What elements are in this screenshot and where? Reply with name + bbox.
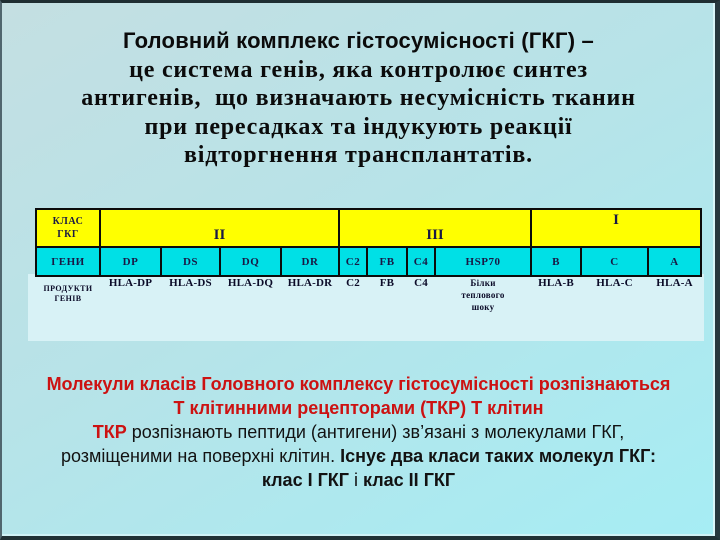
class-i-mention: клас I ГКГ <box>261 470 349 490</box>
product-cell: HLA-DS <box>169 277 212 289</box>
product-cell: HLA-DR <box>287 277 333 289</box>
class-row: КЛАС ГКГ II III I <box>35 208 703 248</box>
gene-cell: FB <box>366 246 408 277</box>
footer-line-4-plain: розміщеними на поверхні клітин. <box>60 446 341 466</box>
footer-line-4-bold: Існує два класи таких молекул ГКГ: <box>340 446 657 466</box>
gene-cell: DQ <box>219 246 282 277</box>
product-cell: C4 <box>414 277 428 289</box>
footer-line-2-text: Т клітинними рецепторами (ТКР) Т клітин <box>173 398 544 418</box>
gene-cell: HSP70 <box>433 246 533 277</box>
footer-line-5-conjunction: і <box>348 470 363 490</box>
gene-cell: C <box>580 246 650 277</box>
product-cell: FB <box>379 277 395 289</box>
product-cell: HLA-DQ <box>227 277 274 289</box>
title-line-2: це система генів, яка контролює синтез <box>129 56 588 83</box>
genes-row: ГЕНИ DP DS DQ DR C2 FB C4 HSP70 B C A <box>35 246 703 277</box>
class-header-cell: КЛАС ГКГ <box>35 208 101 248</box>
genes-label-cell: ГЕНИ <box>35 246 101 277</box>
product-cell: HLA-B <box>538 277 574 289</box>
product-cell: HLA-DP <box>108 277 153 289</box>
mhc-class-table: КЛАС ГКГ II III I ГЕНИ DP DS DQ DR C2 FB… <box>35 208 703 336</box>
gene-cell: B <box>530 246 583 277</box>
footer-line-5: клас I ГКГ і клас II ГКГ <box>10 468 707 492</box>
footer-line-2: Т клітинними рецепторами (ТКР) Т клітин <box>10 396 707 420</box>
class-ii-mention: клас II ГКГ <box>363 470 456 490</box>
products-row-panel <box>28 274 704 341</box>
footer-line-4: розміщеними на поверхні клітин. Існує дв… <box>10 444 707 468</box>
title-line-1: Головний комплекс гістосумісності (ГКГ) … <box>123 28 594 53</box>
footer-line-1: Молекули класів Головного комплексу гіст… <box>10 372 707 396</box>
products-row: ПРОДУКТИ ГЕНІВ HLA-DP HLA-DS HLA-DQ HLA-… <box>36 276 701 336</box>
class-i-cell: I <box>530 208 703 248</box>
product-cell: HLA-C <box>596 277 633 289</box>
product-cell: C2 <box>346 277 360 289</box>
title-block: Головний комплекс гістосумісності (ГКГ) … <box>2 27 715 170</box>
hsp-product-cell: Білки теплового шоку <box>461 278 505 312</box>
footer-line-3: ТКР розпізнають пептиди (антигени) зв’яз… <box>10 420 707 444</box>
footer-text-block: Молекули класів Головного комплексу гіст… <box>10 372 707 492</box>
title-line-4: при пересадках та індукують реакції <box>144 113 573 140</box>
gene-cell: DP <box>99 246 162 277</box>
products-label-cell: ПРОДУКТИ ГЕНІВ <box>43 284 93 303</box>
product-cell: HLA-A <box>656 277 693 289</box>
class-ii-cell: II <box>99 208 340 248</box>
gene-cell: C2 <box>338 246 368 277</box>
footer-line-1-text: Молекули класів Головного комплексу гіст… <box>46 374 671 394</box>
title-line-3: антигенів, що визначають несумісність тк… <box>81 85 636 111</box>
class-iii-cell: III <box>337 208 533 248</box>
tkr-abbreviation: ТКР <box>92 422 127 442</box>
gene-cell: C4 <box>406 246 436 277</box>
gene-cell: DR <box>280 246 340 277</box>
gene-cell: DS <box>160 246 221 277</box>
footer-line-3-text: розпізнають пептиди (антигени) зв’язані … <box>126 422 625 442</box>
gene-cell: A <box>647 246 703 277</box>
title-line-5: відторгнення трансплантатів. <box>184 142 533 168</box>
